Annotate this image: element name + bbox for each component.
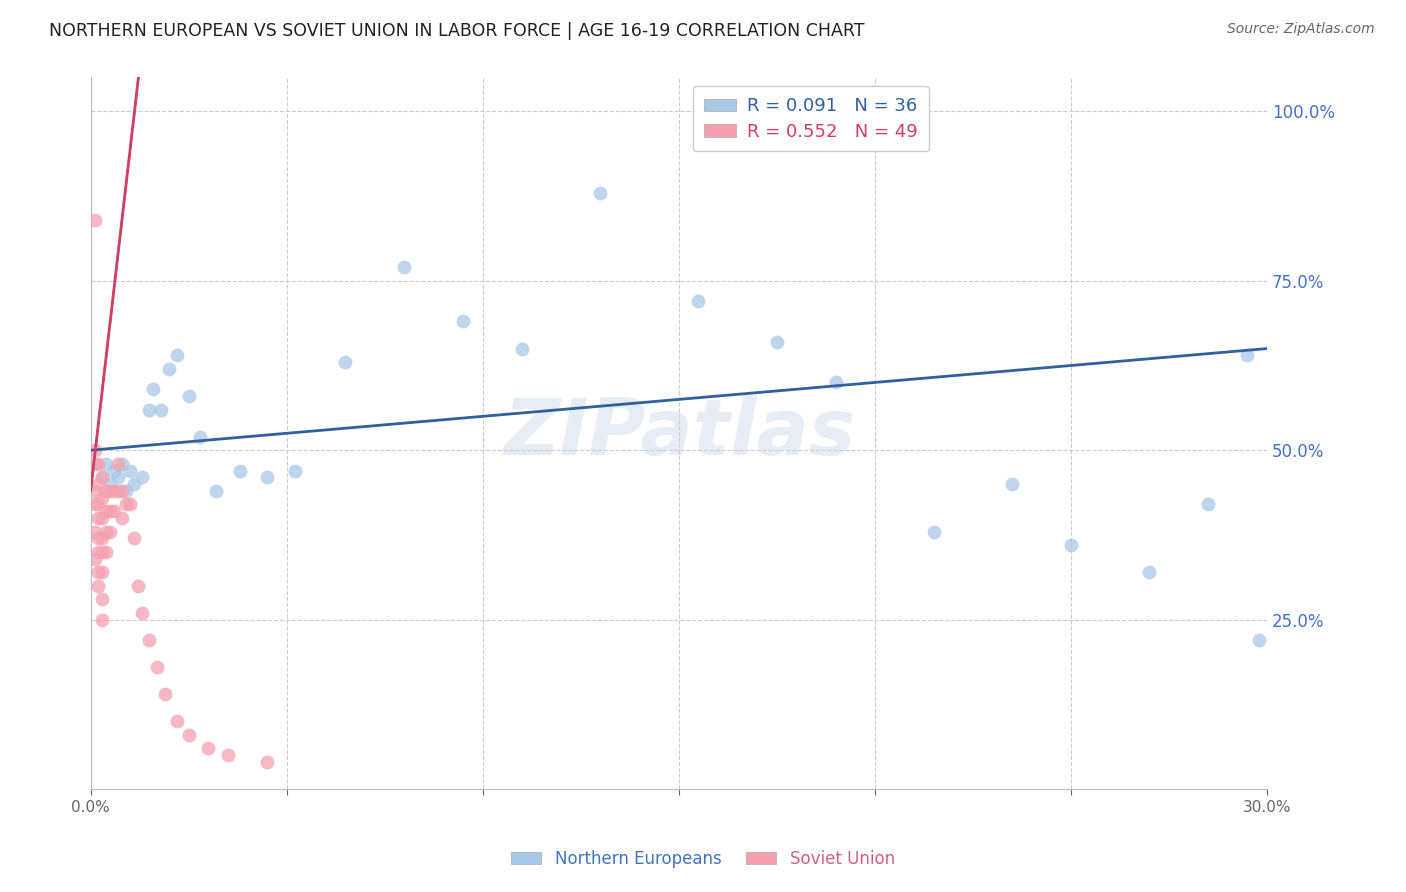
- Point: [118, 498, 141, 512]
- Point: [91, 566, 114, 580]
- Text: NORTHERN EUROPEAN VS SOVIET UNION IN LABOR FORCE | AGE 16-19 CORRELATION CHART: NORTHERN EUROPEAN VS SOVIET UNION IN LAB…: [49, 22, 865, 40]
- Point: [83, 524, 105, 539]
- Point: [394, 260, 416, 275]
- Point: [256, 755, 278, 769]
- Point: [91, 511, 114, 525]
- Point: [131, 606, 153, 620]
- Point: [824, 376, 846, 390]
- Point: [122, 477, 145, 491]
- Point: [103, 464, 125, 478]
- Point: [87, 545, 110, 559]
- Point: [96, 524, 118, 539]
- Point: [510, 342, 533, 356]
- Point: [115, 498, 138, 512]
- Point: [98, 504, 121, 518]
- Point: [91, 592, 114, 607]
- Point: [91, 532, 114, 546]
- Point: [87, 579, 110, 593]
- Point: [335, 355, 357, 369]
- Point: [98, 483, 121, 498]
- Point: [107, 457, 129, 471]
- Point: [83, 212, 105, 227]
- Point: [107, 483, 129, 498]
- Point: [131, 470, 153, 484]
- Point: [83, 551, 105, 566]
- Point: [166, 714, 188, 729]
- Point: [96, 504, 118, 518]
- Point: [122, 532, 145, 546]
- Text: ZIPatlas: ZIPatlas: [502, 395, 855, 471]
- Point: [115, 483, 138, 498]
- Point: [98, 477, 121, 491]
- Point: [103, 483, 125, 498]
- Point: [138, 633, 160, 648]
- Point: [166, 348, 188, 362]
- Point: [83, 483, 105, 498]
- Point: [111, 457, 134, 471]
- Point: [96, 545, 118, 559]
- Point: [87, 477, 110, 491]
- Point: [127, 579, 149, 593]
- Point: [153, 687, 176, 701]
- Point: [87, 457, 110, 471]
- Point: [118, 464, 141, 478]
- Point: [91, 470, 114, 484]
- Point: [111, 511, 134, 525]
- Point: [87, 566, 110, 580]
- Point: [1060, 538, 1083, 552]
- Point: [111, 483, 134, 498]
- Point: [87, 498, 110, 512]
- Point: [107, 470, 129, 484]
- Point: [87, 532, 110, 546]
- Point: [146, 660, 169, 674]
- Point: [1001, 477, 1024, 491]
- Point: [205, 483, 228, 498]
- Point: [688, 294, 710, 309]
- Point: [765, 334, 787, 349]
- Point: [177, 728, 200, 742]
- Point: [1197, 498, 1219, 512]
- Point: [197, 741, 219, 756]
- Point: [589, 186, 612, 200]
- Point: [98, 524, 121, 539]
- Point: [1137, 566, 1160, 580]
- Point: [157, 362, 180, 376]
- Point: [91, 613, 114, 627]
- Text: Source: ZipAtlas.com: Source: ZipAtlas.com: [1227, 22, 1375, 37]
- Point: [190, 430, 212, 444]
- Point: [83, 443, 105, 458]
- Point: [87, 511, 110, 525]
- Point: [91, 470, 114, 484]
- Point: [217, 748, 239, 763]
- Point: [96, 457, 118, 471]
- Point: [1236, 348, 1258, 362]
- Point: [451, 314, 474, 328]
- Point: [256, 470, 278, 484]
- Point: [142, 382, 165, 396]
- Point: [83, 457, 105, 471]
- Point: [1247, 633, 1270, 648]
- Point: [283, 464, 305, 478]
- Legend: R = 0.091   N = 36, R = 0.552   N = 49: R = 0.091 N = 36, R = 0.552 N = 49: [693, 87, 928, 152]
- Point: [103, 504, 125, 518]
- Point: [228, 464, 250, 478]
- Point: [150, 402, 173, 417]
- Point: [177, 389, 200, 403]
- Legend: Northern Europeans, Soviet Union: Northern Europeans, Soviet Union: [505, 844, 901, 875]
- Point: [138, 402, 160, 417]
- Point: [922, 524, 945, 539]
- Point: [83, 498, 105, 512]
- Point: [96, 483, 118, 498]
- Point: [91, 491, 114, 505]
- Point: [91, 545, 114, 559]
